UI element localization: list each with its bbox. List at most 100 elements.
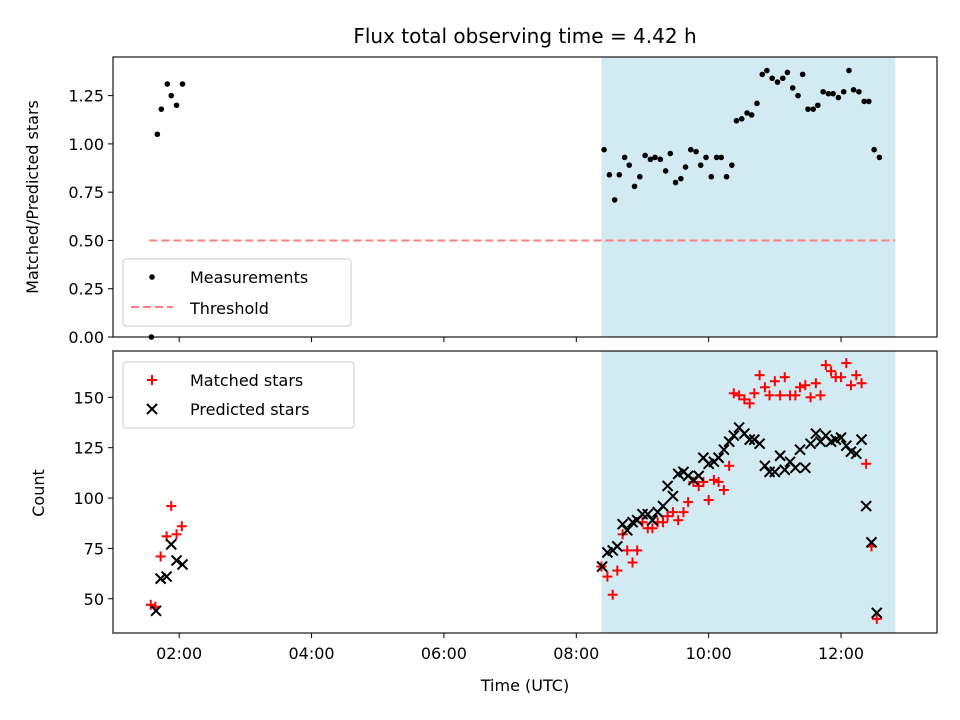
measurement-point (667, 150, 674, 157)
predicted-point (718, 443, 730, 456)
matched-point (856, 378, 867, 389)
measurement-point (744, 110, 750, 116)
predicted-point (743, 433, 756, 446)
measurement-point (626, 162, 633, 168)
matched-point (769, 376, 780, 387)
matched-point (779, 372, 790, 383)
matched-point (871, 613, 882, 624)
measurement-point (769, 75, 775, 82)
bottom-plot-frame (112, 350, 938, 634)
matched-point (171, 529, 182, 540)
matched-point (673, 515, 684, 526)
x-tick-label: 08:00 (553, 644, 599, 663)
matched-point (176, 521, 187, 532)
matched-point (602, 571, 613, 582)
measurement-point (784, 69, 791, 76)
legend-measurements-label: Measurements (190, 268, 308, 287)
measurement-point (795, 92, 801, 99)
measurement-point (672, 179, 679, 186)
measurement-point (637, 173, 643, 180)
predicted-point (850, 448, 862, 460)
predicted-point (804, 437, 817, 450)
measurement-point (611, 197, 618, 203)
measurement-point (154, 131, 161, 138)
matched-point (728, 388, 739, 399)
matched-point (708, 474, 719, 485)
matched-point (815, 390, 826, 401)
measurement-point (678, 175, 684, 182)
measurement-point (168, 92, 175, 99)
predicted-point (646, 514, 659, 526)
predicted-point (165, 538, 177, 551)
measurement-point (733, 117, 740, 124)
legend-predicted-label: Predicted stars (190, 400, 310, 419)
y-tick-label: 0.75 (68, 183, 104, 202)
measurement-point (621, 154, 628, 161)
measurement-point (748, 112, 755, 118)
predicted-point (657, 500, 669, 512)
measurement-point (729, 162, 735, 168)
top-y-axis-label: Matched/Predicted stars (23, 100, 42, 294)
measurement-point (805, 106, 811, 112)
measurement-point (774, 79, 781, 85)
top-legend: Measurements Threshold (122, 258, 352, 327)
predicted-point (779, 464, 791, 476)
measurement-point (693, 148, 699, 155)
measurement-point (616, 171, 623, 178)
predicted-point (769, 466, 781, 478)
matched-point (627, 557, 638, 568)
predicted-point (835, 431, 847, 444)
y-tick-label: 1.25 (68, 87, 104, 106)
measurement-point (840, 88, 847, 95)
predicted-point (855, 433, 868, 446)
measurement-point (164, 81, 171, 87)
matched-point (759, 382, 770, 393)
matched-point (713, 476, 724, 487)
measurement-point (179, 81, 186, 87)
predicted-point (753, 437, 766, 450)
measurement-point (779, 75, 786, 82)
measurement-point (764, 67, 770, 74)
predicted-point (693, 470, 705, 482)
matched-point (607, 589, 618, 600)
matched-point (764, 390, 775, 401)
matched-point (662, 511, 673, 522)
matched-point (739, 394, 750, 405)
top-legend-box (122, 258, 352, 327)
measurement-point (738, 115, 745, 122)
measurement-point (718, 154, 725, 161)
predicted-point (176, 558, 189, 571)
bottom-data-marks (145, 358, 883, 624)
predicted-point (865, 536, 878, 549)
predicted-point (871, 607, 883, 619)
chart-title: Flux total observing time = 4.42 h (353, 24, 696, 48)
top-observing-span (601, 57, 896, 337)
predicted-point (611, 540, 624, 553)
matched-point (622, 545, 633, 556)
matched-point (851, 370, 862, 381)
predicted-point (621, 524, 633, 536)
measurement-point (789, 85, 796, 91)
matched-point (612, 565, 623, 576)
measurement-point (652, 154, 658, 161)
measurement-point (830, 90, 836, 97)
matched-point (841, 358, 852, 369)
measurement-point (759, 71, 766, 78)
matched-point (632, 545, 643, 556)
measurement-point (687, 146, 694, 153)
matched-point (754, 370, 765, 381)
matched-point (810, 378, 821, 389)
y-tick-label: 1.00 (68, 135, 104, 154)
y-tick-label: 0.50 (68, 231, 104, 250)
measurement-point (173, 102, 180, 109)
bottom-legend-box (122, 361, 355, 429)
measurement-point (631, 183, 638, 190)
matched-point (790, 390, 801, 401)
measurement-point (850, 87, 857, 93)
bottom-observing-span (601, 351, 896, 633)
x-tick-label: 02:00 (156, 644, 202, 663)
measurement-point (606, 171, 613, 178)
y-tick-label: 125 (73, 439, 104, 458)
matched-point (826, 366, 837, 377)
